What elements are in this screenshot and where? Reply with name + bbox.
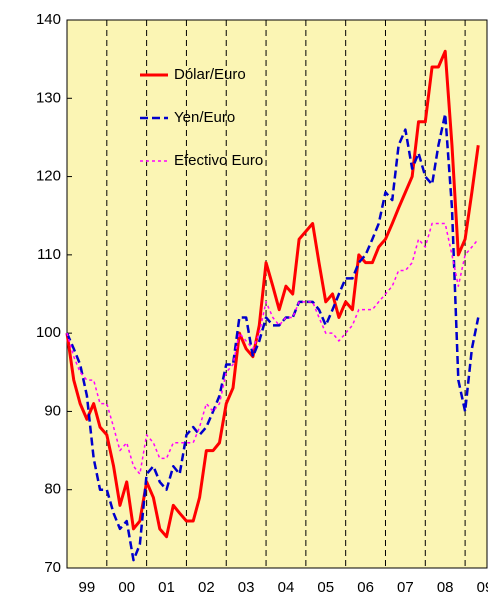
x-tick-label: 08 [437, 579, 454, 596]
y-tick-label: 110 [37, 246, 61, 263]
x-tick-label: 04 [278, 579, 295, 596]
legend-label: Efectivo Euro [174, 152, 263, 169]
x-tick-label: 03 [238, 579, 255, 596]
y-tick-label: 80 [44, 481, 61, 498]
x-tick-label: 01 [158, 579, 175, 596]
series-line [66, 222, 479, 475]
y-tick-label: 140 [36, 11, 61, 28]
legend-label: Dólar/Euro [174, 66, 246, 83]
x-tick-label: 05 [317, 579, 334, 596]
series-line [65, 112, 480, 562]
x-tick-label: 07 [397, 579, 414, 596]
y-tick-label: 120 [36, 168, 61, 185]
x-tick-label: 02 [198, 579, 215, 596]
plot-area [66, 19, 488, 569]
x-tick-label: 06 [357, 579, 374, 596]
series-line [65, 49, 480, 539]
y-tick-label: 100 [36, 324, 61, 341]
x-tick-label: 99 [79, 579, 96, 596]
y-tick-label: 70 [44, 559, 61, 576]
legend-label: Yen/Euro [174, 109, 235, 126]
y-tick-label: 130 [36, 89, 61, 106]
x-tick-label: 00 [118, 579, 135, 596]
y-tick-label: 90 [44, 402, 61, 419]
x-tick-label: 09 [477, 579, 488, 596]
